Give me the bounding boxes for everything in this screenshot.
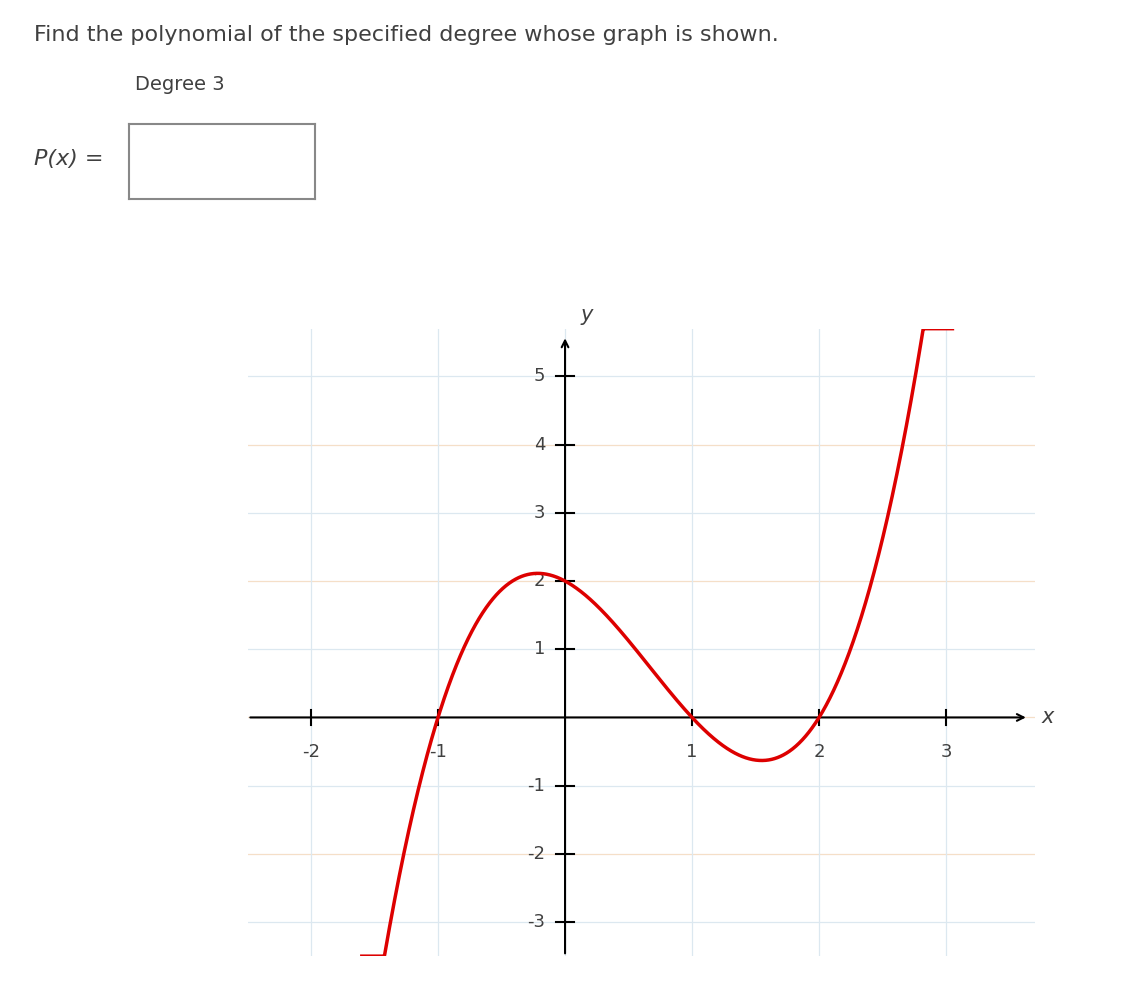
Text: Degree 3: Degree 3 — [135, 75, 225, 94]
Text: 5: 5 — [534, 368, 546, 385]
Text: 4: 4 — [534, 435, 546, 453]
Text: -1: -1 — [528, 777, 546, 795]
Text: y: y — [580, 305, 593, 326]
Text: -2: -2 — [302, 743, 319, 761]
Text: -3: -3 — [528, 913, 546, 931]
Text: 1: 1 — [534, 640, 546, 658]
Text: 2: 2 — [534, 572, 546, 590]
Text: Find the polynomial of the specified degree whose graph is shown.: Find the polynomial of the specified deg… — [34, 25, 778, 45]
Text: 3: 3 — [534, 504, 546, 522]
Text: 2: 2 — [813, 743, 825, 761]
Text: 3: 3 — [940, 743, 952, 761]
Text: -1: -1 — [429, 743, 447, 761]
Text: 1: 1 — [686, 743, 698, 761]
Text: -2: -2 — [528, 845, 546, 863]
Text: x: x — [1042, 707, 1054, 727]
Text: P(x) =: P(x) = — [34, 149, 104, 169]
